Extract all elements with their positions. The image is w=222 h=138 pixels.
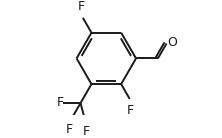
- Text: F: F: [83, 125, 90, 138]
- Text: F: F: [127, 104, 134, 117]
- Text: F: F: [66, 123, 73, 136]
- Text: F: F: [78, 0, 85, 13]
- Text: O: O: [167, 36, 177, 49]
- Text: F: F: [57, 96, 64, 109]
